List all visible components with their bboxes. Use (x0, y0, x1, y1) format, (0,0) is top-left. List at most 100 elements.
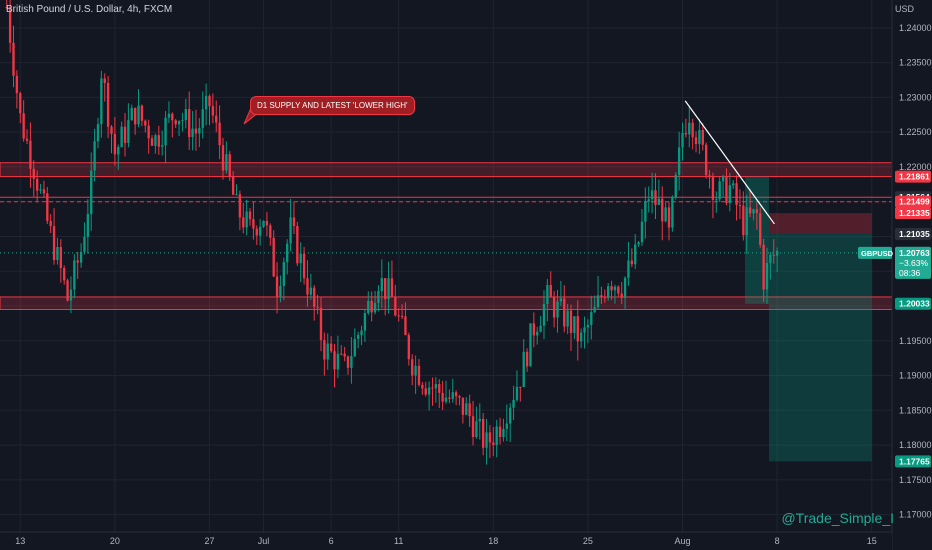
candle-body (198, 127, 201, 134)
candle-body (664, 207, 667, 222)
candle-body (471, 416, 475, 438)
y-tick-label: 1.23000 (899, 92, 932, 102)
candle-body (356, 334, 360, 339)
candle-body (674, 174, 677, 198)
candle-body (485, 432, 488, 448)
candle-body (188, 108, 191, 138)
candle-body (5, 6, 8, 8)
candle-body (461, 397, 465, 415)
candle-body (671, 197, 674, 228)
price-label-box (895, 228, 931, 241)
candle-body (661, 198, 664, 222)
candle-body (681, 133, 684, 148)
candle-body (56, 247, 59, 261)
candle-body (576, 316, 579, 342)
price-label: 1.20033 (899, 299, 930, 309)
candle-body (400, 315, 404, 317)
chart-title: British Pound / U.S. Dollar, 4h, FXCM (6, 4, 173, 15)
candle-body (255, 228, 258, 236)
candle-body (52, 226, 56, 261)
candle-body (46, 193, 49, 222)
candle-body (627, 260, 630, 278)
candle-body (133, 107, 137, 125)
candle-body (515, 386, 519, 400)
candle-body (596, 295, 600, 308)
candle-body (745, 207, 748, 236)
candle-body (383, 278, 387, 300)
candle-body (49, 221, 52, 227)
stop-loss-area (769, 213, 872, 235)
candle-body (66, 280, 69, 301)
candle-body (32, 168, 35, 179)
candle-body (458, 396, 461, 398)
candle-body (380, 278, 383, 292)
candle-body (573, 316, 576, 333)
candle-body (427, 387, 431, 395)
candle-body (411, 359, 414, 376)
candle-body (93, 141, 96, 171)
candle-body (502, 428, 505, 437)
candle-body (650, 190, 654, 200)
candle-body (407, 335, 411, 360)
candle-body (302, 253, 306, 279)
candle-body (160, 145, 164, 147)
candle-body (525, 351, 529, 367)
price-label-box (895, 170, 931, 183)
candle-body (536, 331, 539, 336)
candle-body (370, 300, 373, 313)
price-label-box (895, 195, 931, 208)
candle-body (245, 211, 248, 228)
candle-body (167, 113, 171, 118)
x-tick-label: 18 (488, 536, 498, 546)
candle-body (559, 298, 563, 302)
x-tick-label: Jul (258, 536, 270, 546)
candle-body (225, 154, 228, 171)
candle-body (644, 201, 647, 222)
x-tick-label: 25 (583, 536, 593, 546)
candle-body (769, 254, 772, 263)
current-price: 1.20763 (899, 248, 930, 258)
y-tick-label: 1.18000 (899, 440, 932, 450)
candle-body (617, 286, 620, 294)
x-axis-background (0, 532, 892, 550)
candle-body (137, 105, 140, 125)
candle-body (231, 177, 235, 195)
candle-body (144, 120, 147, 126)
candle-body (336, 353, 340, 370)
candle-body (86, 214, 90, 237)
candle-body (698, 130, 701, 145)
candle-body (593, 307, 596, 313)
candle-body (563, 298, 566, 327)
candle-body (711, 177, 715, 200)
candle-body (495, 426, 498, 445)
candle-body (448, 397, 451, 399)
candle-body (90, 170, 93, 215)
candle-body (215, 115, 218, 123)
candle-body (123, 126, 127, 143)
supply-zone (0, 162, 893, 178)
candle-body (140, 105, 144, 121)
candle-body (269, 225, 272, 238)
candle-body (8, 7, 12, 43)
candle-body (583, 327, 586, 333)
candle-body (488, 432, 492, 443)
candle-body (735, 183, 738, 205)
annotation-callout[interactable]: D1 SUPPLY AND LATEST 'LOWER HIGH' (250, 96, 415, 115)
candle-body (505, 423, 509, 429)
candle-body (475, 421, 478, 438)
candle-body (752, 209, 755, 214)
candle-body (634, 244, 637, 265)
candle-body (613, 286, 617, 291)
candle-body (360, 330, 363, 335)
candle-body (157, 135, 160, 147)
candle-body (606, 286, 610, 298)
candle-body (387, 278, 390, 300)
candle-body (289, 217, 292, 244)
candle-body (691, 122, 694, 138)
price-label: 1.17765 (899, 456, 930, 466)
candle-body (76, 260, 79, 263)
symbol-tag-box (858, 246, 892, 259)
candle-body (637, 242, 640, 245)
entry-block (745, 176, 770, 304)
